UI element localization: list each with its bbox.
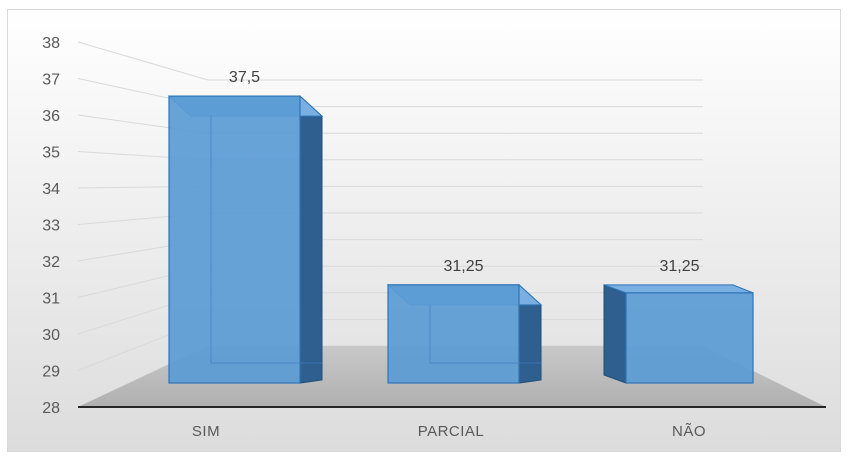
category-label: SIM bbox=[192, 423, 220, 440]
y-tick-label: 38 bbox=[42, 35, 60, 52]
bar-front-face bbox=[168, 95, 301, 384]
y-tick-label: 30 bbox=[42, 327, 60, 344]
y-tick-label: 35 bbox=[42, 145, 60, 162]
y-tick-label: 29 bbox=[42, 364, 60, 381]
y-tick-label: 36 bbox=[42, 108, 60, 125]
data-label: 31,25 bbox=[659, 258, 699, 275]
y-tick-label: 33 bbox=[42, 218, 60, 235]
bar-1: 37,5 bbox=[167, 69, 324, 384]
bar-front-face bbox=[387, 284, 520, 384]
category-label: PARCIAL bbox=[418, 423, 485, 440]
category-label: NÃO bbox=[672, 423, 706, 440]
bar-top-face bbox=[603, 284, 754, 294]
x-axis: SIM PARCIAL NÃO bbox=[192, 423, 706, 440]
y-tick-label: 32 bbox=[42, 254, 60, 271]
y-tick-label: 28 bbox=[42, 400, 60, 417]
chart-svg: 28 29 30 31 32 33 34 35 36 37 38 37,5 31,25 31,25 SI… bbox=[8, 10, 840, 451]
y-axis: 28 29 30 31 32 33 34 35 36 37 38 bbox=[42, 35, 60, 417]
gridline-side bbox=[77, 41, 209, 81]
bar-2: 31,25 bbox=[386, 258, 543, 384]
bar-3: 31,25 bbox=[603, 258, 754, 384]
bars: 37,5 31,25 31,25 bbox=[167, 69, 754, 384]
bar-front-face bbox=[625, 292, 754, 384]
bar-side-face bbox=[603, 284, 627, 384]
bar-inner-edge bbox=[210, 116, 322, 364]
y-tick-label: 37 bbox=[42, 72, 60, 89]
chart-frame: 28 29 30 31 32 33 34 35 36 37 38 37,5 31,25 31,25 SI… bbox=[7, 9, 841, 452]
bar-inner-edge bbox=[429, 304, 541, 364]
y-tick-label: 34 bbox=[42, 181, 60, 198]
bar-side-face bbox=[299, 94, 323, 384]
y-tick-label: 31 bbox=[42, 291, 60, 308]
data-label: 37,5 bbox=[229, 69, 260, 86]
data-label: 31,25 bbox=[443, 258, 483, 275]
